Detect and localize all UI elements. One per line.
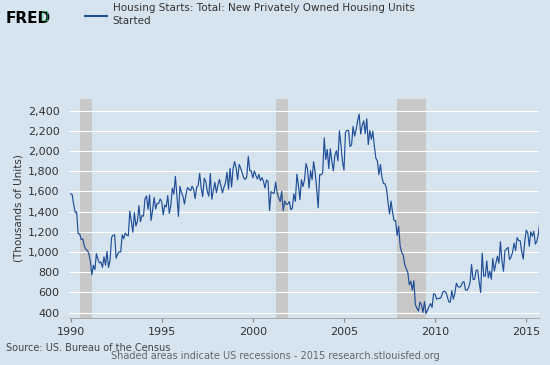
Y-axis label: (Thousands of Units): (Thousands of Units)	[14, 154, 24, 262]
Text: ⤴: ⤴	[41, 11, 48, 21]
Text: FRED: FRED	[6, 11, 51, 26]
Bar	[80, 99, 92, 318]
Text: Housing Starts: Total: New Privately Owned Housing Units
Started: Housing Starts: Total: New Privately Own…	[113, 3, 415, 26]
Text: Source: US. Bureau of the Census: Source: US. Bureau of the Census	[6, 343, 170, 353]
Bar	[397, 99, 426, 318]
Bar	[276, 99, 288, 318]
Text: Shaded areas indicate US recessions - 2015 research.stlouisfed.org: Shaded areas indicate US recessions - 20…	[111, 351, 439, 361]
